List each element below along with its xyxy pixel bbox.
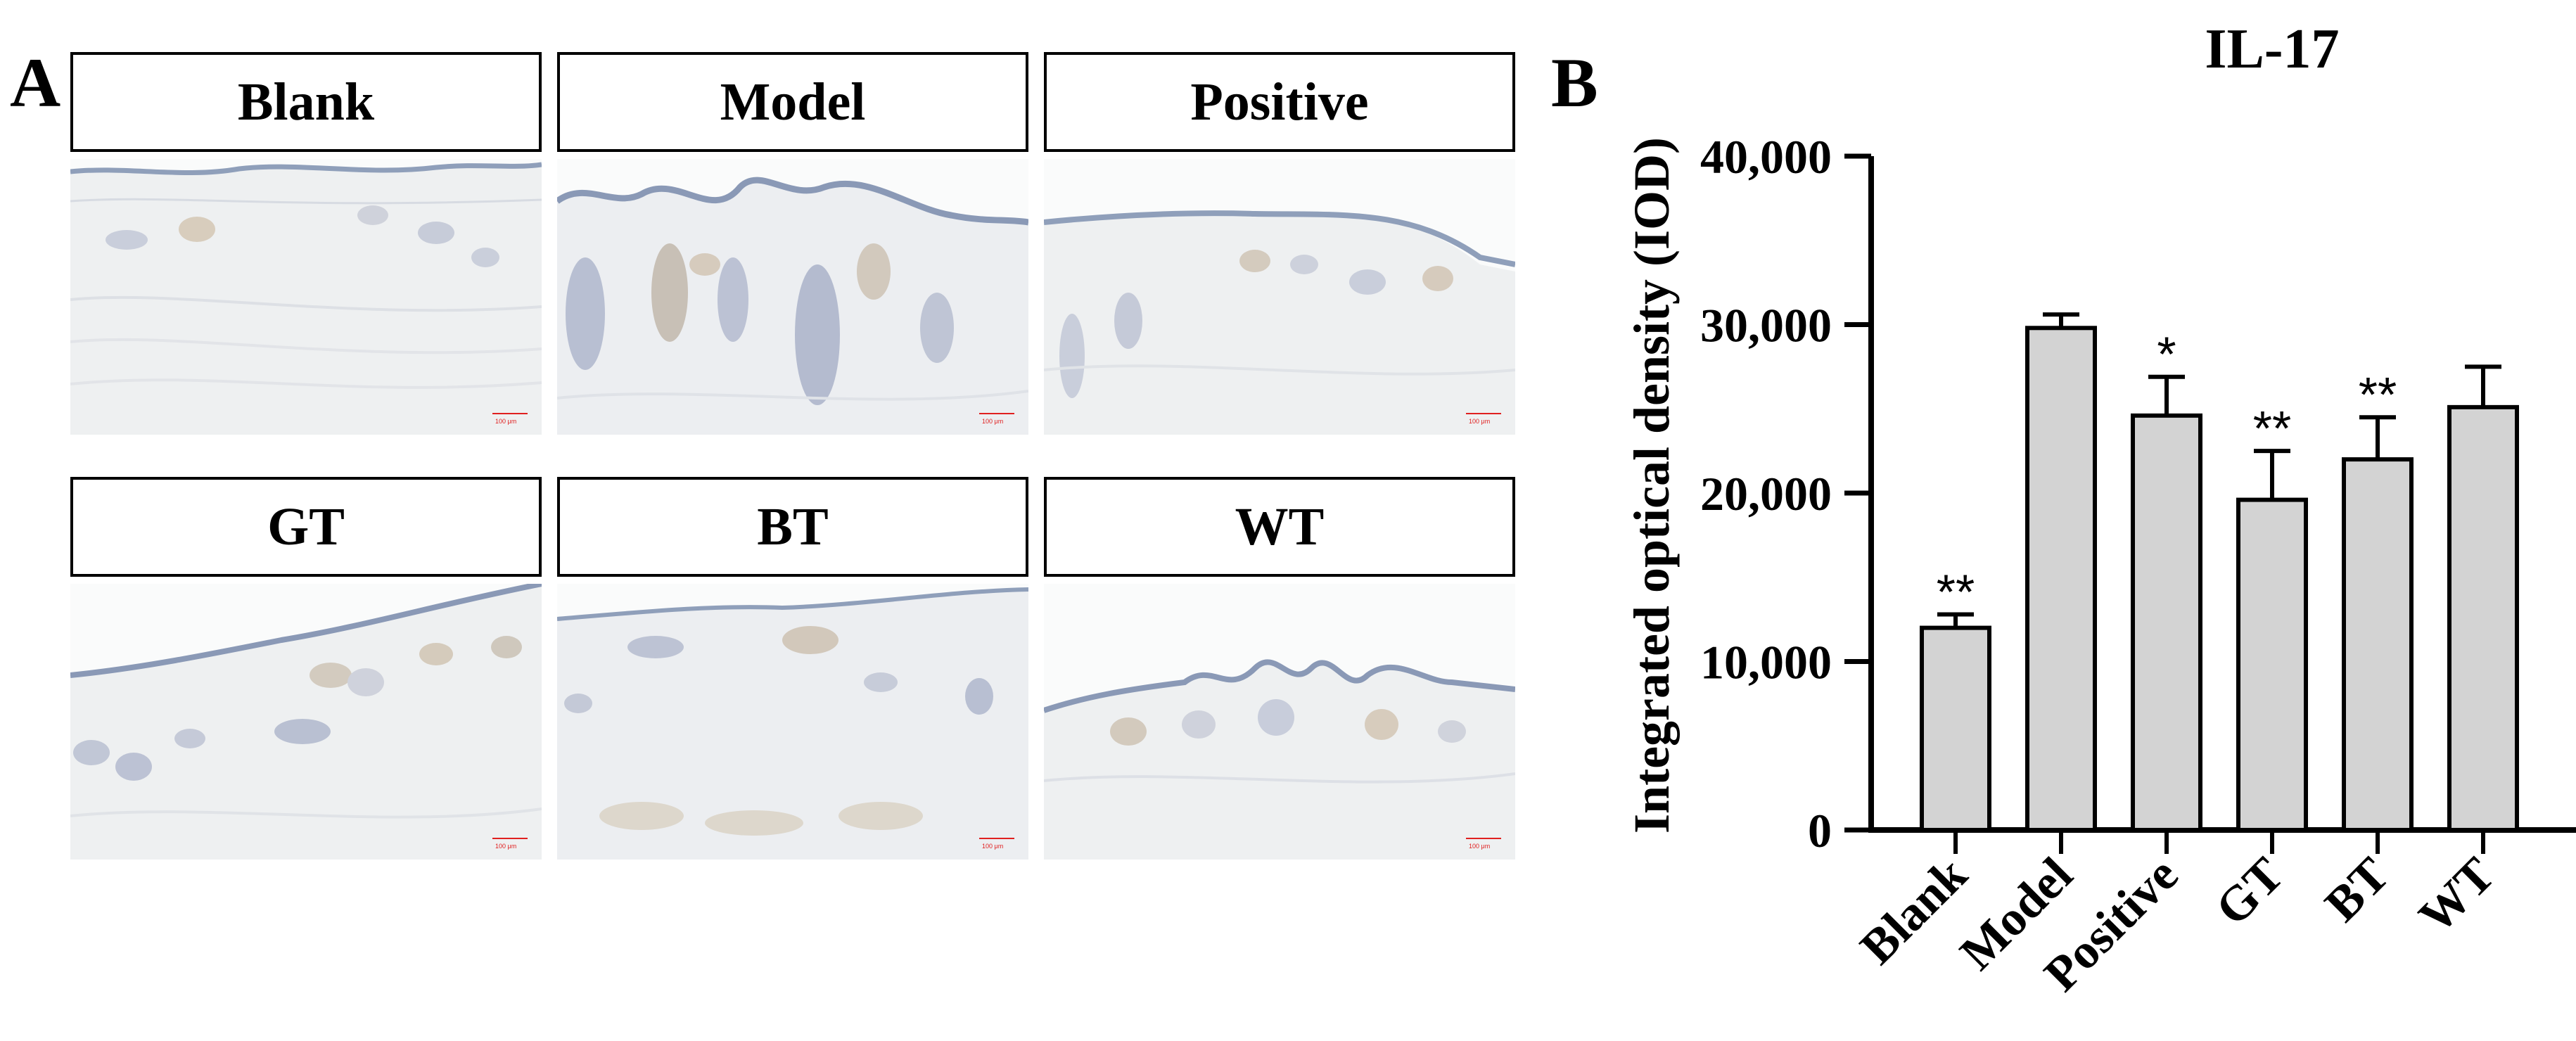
micrograph-image-wt: 100 μm	[1044, 584, 1515, 860]
significance-label-positive: *	[2157, 327, 2176, 382]
bar-blank	[1920, 625, 1991, 832]
y-tick-label: 40,000	[1700, 130, 1832, 184]
micrograph-panel-wt: WT 100 μm	[1044, 477, 1515, 860]
bar-wt	[2447, 404, 2519, 832]
micrograph-image-model: 100 μm	[557, 159, 1028, 435]
micrograph-panel-blank: Blank 100 μm	[70, 52, 542, 435]
scale-bar-label-bt: 100 μm	[982, 843, 1003, 850]
x-tick-label: GT	[2205, 848, 2294, 936]
micrograph-panel-gt: GT 100 μm	[70, 477, 542, 860]
micrograph-label-gt: GT	[70, 477, 542, 577]
micrograph-label-wt: WT	[1044, 477, 1515, 577]
micrograph-panel-model: Model 100 μm	[557, 52, 1028, 435]
significance-label-blank: **	[1937, 564, 1975, 619]
significance-label-gt: **	[2253, 401, 2291, 456]
y-tick-label: 30,000	[1700, 299, 1832, 352]
micrograph-label-positive: Positive	[1044, 52, 1515, 152]
micrograph-image-bt: 100 μm	[557, 584, 1028, 860]
micrograph-panel-positive: Positive 100 μm	[1044, 52, 1515, 435]
y-ticks: 0 10,000 20,000 30,000 40,000	[1700, 130, 1871, 857]
micrograph-label-model: Model	[557, 52, 1028, 152]
chart-title: IL-17	[2205, 18, 2339, 80]
bar-model	[2025, 326, 2097, 833]
panel-a-letter: A	[10, 44, 61, 122]
y-tick-label: 10,000	[1700, 636, 1832, 689]
micrograph-image-positive: 100 μm	[1044, 159, 1515, 435]
panel-b-letter: B	[1551, 44, 1598, 122]
micrograph-label-blank: Blank	[70, 52, 542, 152]
micrograph-image-gt: 100 μm	[70, 584, 542, 860]
scale-bar-label-gt: 100 μm	[495, 843, 516, 850]
x-tick-label: BT	[2315, 848, 2399, 932]
scale-bar-label-model: 100 μm	[982, 418, 1003, 425]
bar-chart: IL-17 Integrated optical density (IOD) 0…	[1624, 18, 2576, 1002]
y-tick-label: 20,000	[1700, 467, 1832, 520]
micrograph-label-bt: BT	[557, 477, 1028, 577]
bar-gt	[2236, 497, 2308, 833]
scale-bar-label-positive: 100 μm	[1469, 418, 1490, 425]
y-tick-label: 0	[1808, 804, 1832, 857]
micrograph-image-blank: 100 μm	[70, 159, 542, 435]
y-axis-label: Integrated optical density (IOD)	[1624, 137, 1680, 834]
micrograph-panel-bt: BT 100 μm	[557, 477, 1028, 860]
x-tick-label: Blank	[1850, 848, 1977, 975]
bar-bt	[2342, 457, 2414, 832]
x-tick-label: WT	[2409, 848, 2505, 944]
scale-bar-label-blank: 100 μm	[495, 418, 516, 425]
bar-positive	[2131, 413, 2202, 832]
scale-bar-label-wt: 100 μm	[1469, 843, 1490, 850]
significance-label-bt: **	[2359, 367, 2397, 422]
